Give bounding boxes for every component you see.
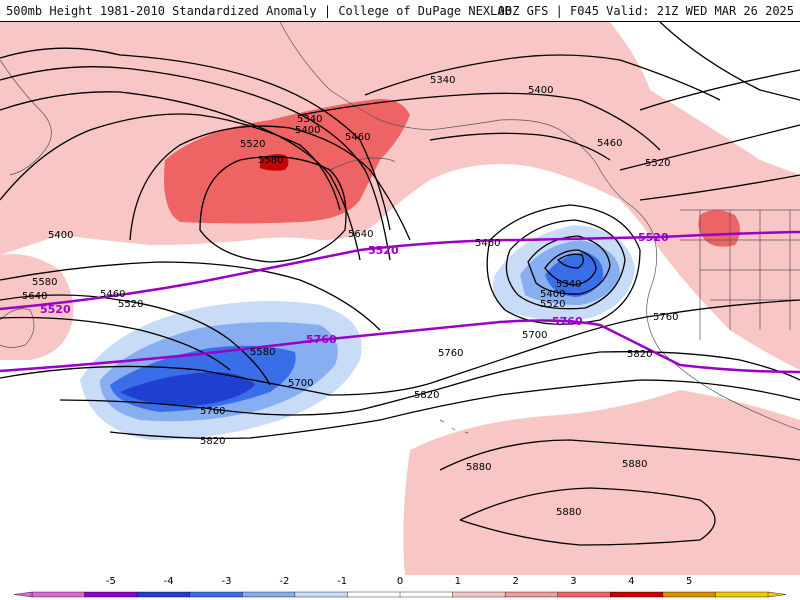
label-5400-c: 5400: [540, 289, 565, 300]
label-5820-a: 5820: [200, 436, 225, 447]
label-5520-c: 5520: [540, 299, 565, 310]
label-5460-a: 5460: [345, 132, 370, 143]
label-5580-c: 5580: [250, 347, 275, 358]
colorbar-segment: [347, 591, 401, 598]
label-5880-b: 5880: [622, 459, 647, 470]
colorbar-segment: [189, 591, 243, 598]
colorbar-segment: [399, 591, 454, 598]
map-panel[interactable]: 5340 5400 5340 5400 5460 5520 5580 5640 …: [0, 22, 800, 575]
colorbar-tick-label: -2: [279, 576, 290, 587]
map-svg: 5340 5400 5340 5400 5460 5520 5580 5640 …: [0, 22, 800, 575]
colorbar-segment: [242, 591, 296, 598]
label-5460-b: 5460: [597, 138, 622, 149]
purple-label-5520-a: 5520: [40, 303, 71, 316]
colorbar-max-arrow: [767, 591, 787, 598]
colorbar-min-arrow: [13, 591, 33, 598]
label-5520-b: 5520: [645, 158, 670, 169]
height-contours: [0, 22, 800, 546]
colorbar-segment: [452, 591, 506, 598]
purple-label-5520-b: 5520: [368, 244, 399, 257]
colorbar-tick-label: -5: [105, 576, 116, 587]
label-5580-b: 5580: [32, 277, 57, 288]
colorbar-tick-label: 4: [628, 576, 635, 587]
colorbar-svg: [13, 591, 787, 598]
map-title: 500mb Height 1981-2010 Standardized Anom…: [6, 4, 512, 18]
colorbar-segment: [84, 591, 138, 598]
colorbar-tick-label: 1: [454, 576, 462, 587]
colorbar-tick-label: -3: [221, 576, 232, 587]
purple-label-5760-b: 5760: [552, 315, 583, 328]
colorbar-tick-label: 5: [685, 576, 693, 587]
label-5400-d: 5400: [48, 230, 73, 241]
label-5700-a: 5700: [522, 330, 547, 341]
negative-anomaly-regions: [80, 225, 635, 440]
colorbar-segment: [31, 591, 86, 598]
colorbar-segment: [610, 591, 664, 598]
colorbar-segment: [294, 591, 349, 598]
colorbar-segment: [557, 591, 611, 598]
reference-contour-labels: 5520 5520 5520 5760 5760: [40, 231, 669, 346]
label-5700-b: 5700: [288, 378, 313, 389]
label-5460-c: 5460: [475, 238, 500, 249]
label-5640-b: 5640: [22, 291, 47, 302]
colorbar-tick-label: 2: [512, 576, 519, 587]
label-5520-a: 5520: [240, 139, 265, 150]
purple-label-5520-c: 5520: [638, 231, 669, 244]
label-5580-a: 5580: [258, 155, 283, 166]
label-5880-c: 5880: [556, 507, 581, 518]
label-5760-a: 5760: [200, 406, 225, 417]
contour-labels: 5340 5400 5340 5400 5460 5520 5580 5640 …: [22, 75, 678, 518]
label-5820-b: 5820: [414, 390, 439, 401]
colorbar-segment: [504, 591, 559, 598]
label-5520-d: 5520: [118, 299, 143, 310]
colorbar-tick-label: -1: [337, 576, 348, 587]
label-5820-c: 5820: [627, 349, 652, 360]
label-5760-c: 5760: [653, 312, 678, 323]
label-5340-b: 5340: [297, 114, 322, 125]
label-5640-a: 5640: [348, 229, 373, 240]
map-header: 500mb Height 1981-2010 Standardized Anom…: [0, 0, 800, 22]
run-info: 00Z GFS | F045 Valid: 21Z WED MAR 26 202…: [497, 4, 794, 18]
label-5400-b: 5400: [295, 125, 320, 136]
colorbar-tick-label: -4: [163, 576, 174, 587]
coastlines: [0, 22, 800, 434]
label-5760-b: 5760: [438, 348, 463, 359]
colorbar-tick-label: 3: [570, 576, 577, 587]
reference-contours: [0, 230, 800, 374]
label-5340-a: 5340: [430, 75, 455, 86]
label-5460-d: 5460: [100, 289, 125, 300]
label-5880-a: 5880: [466, 462, 491, 473]
colorbar-segment: [662, 591, 717, 598]
colorbar-segment: [715, 591, 769, 598]
colorbar-tick-label: 0: [396, 576, 404, 587]
label-5340-c: 5340: [556, 279, 581, 290]
colorbar-segment: [136, 591, 191, 598]
purple-label-5760-a: 5760: [306, 333, 337, 346]
colorbar: -5 -4 -3 -2 -1 0 1 2 3 4 5: [0, 575, 800, 600]
label-5400-a: 5400: [528, 85, 553, 96]
